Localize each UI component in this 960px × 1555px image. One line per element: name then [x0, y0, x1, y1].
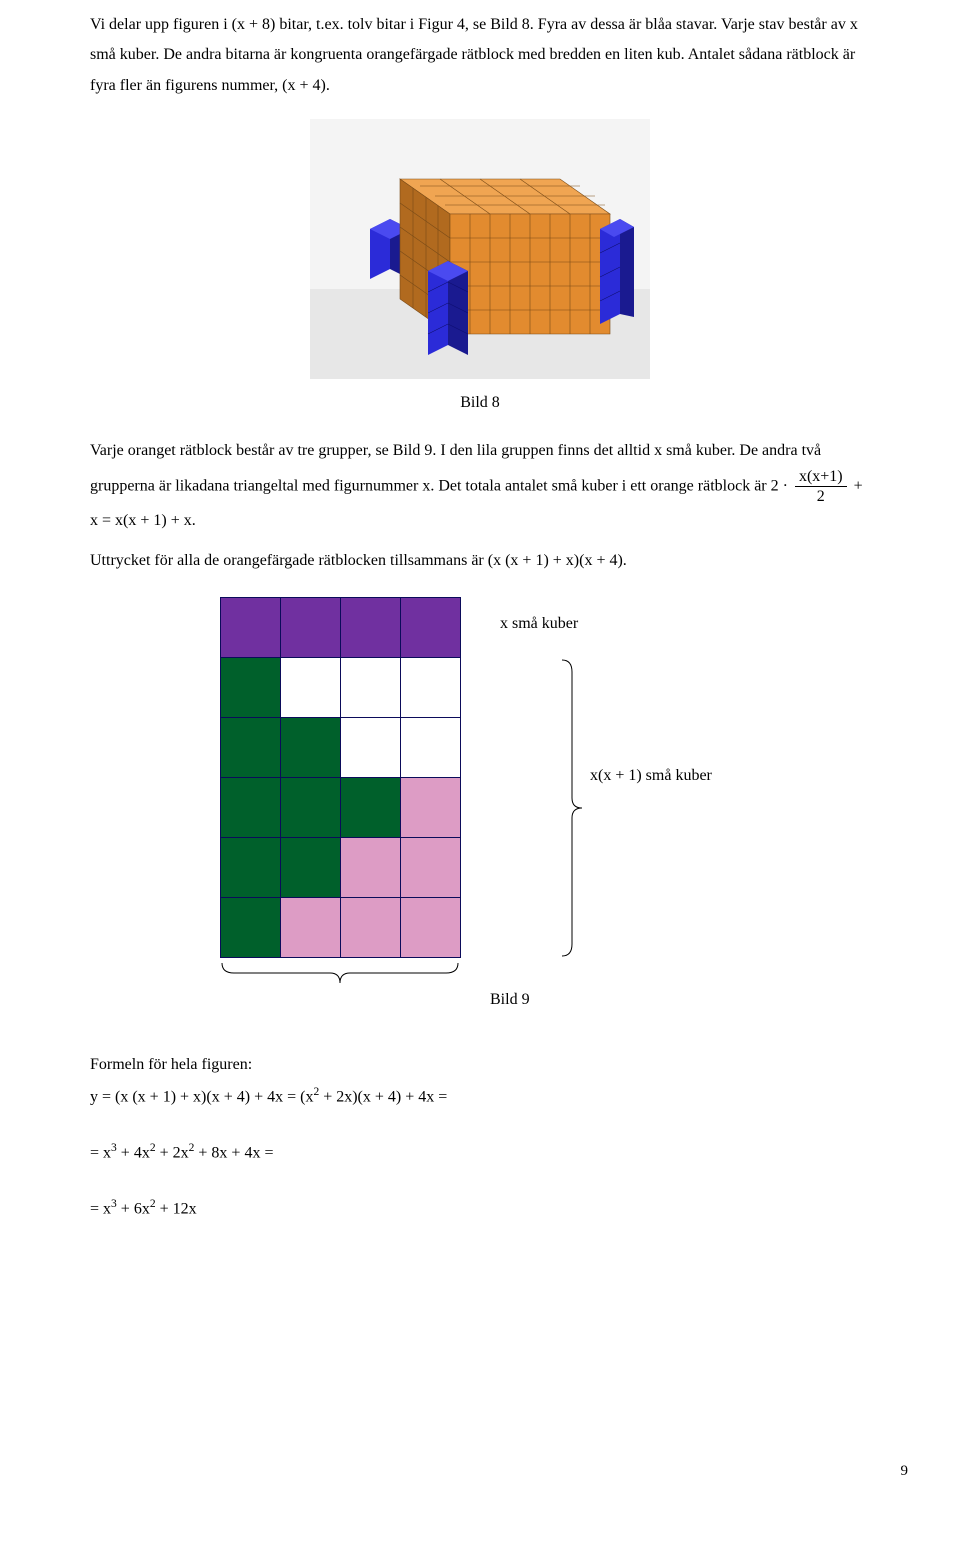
grid-cell — [281, 837, 341, 897]
bild9-region: x små kuber x(x + 1) små kuber Bild 9 — [90, 597, 870, 1037]
formula-line3: = x3 + 6x2 + 12x — [90, 1193, 870, 1225]
intro-paragraph: Vi delar upp figuren i (x + 8) bitar, t.… — [90, 10, 870, 101]
grid-cell — [341, 597, 401, 657]
grid-cell — [341, 837, 401, 897]
grid-cell — [221, 657, 281, 717]
grid-cell — [401, 717, 461, 777]
grid-table — [220, 597, 461, 958]
bracket-vertical — [560, 658, 590, 958]
explain-paragraph: Varje oranget rätblock består av tre gru… — [90, 436, 870, 536]
grid-cell — [341, 717, 401, 777]
grid-cell — [221, 597, 281, 657]
formula-block: Formeln för hela figuren: y = (x (x + 1)… — [90, 1049, 870, 1226]
fraction: x(x+1) 2 — [795, 467, 847, 506]
grid-cell — [281, 597, 341, 657]
grid-cell — [401, 657, 461, 717]
grid-cell — [221, 777, 281, 837]
label-xx1-sma-kuber: x(x + 1) små kuber — [590, 767, 712, 785]
grid-cell — [401, 897, 461, 957]
p2-before: Varje oranget rätblock består av tre gru… — [90, 442, 821, 494]
bild8-caption: Bild 8 — [90, 394, 870, 412]
expression-paragraph: Uttrycket för alla de orangefärgade rätb… — [90, 546, 870, 576]
grid-cell — [281, 717, 341, 777]
grid-cell — [281, 777, 341, 837]
grid-cell — [221, 837, 281, 897]
frac-num: x(x+1) — [795, 467, 847, 487]
bild9-caption: Bild 9 — [490, 991, 530, 1009]
grid-cell — [221, 717, 281, 777]
grid-cell — [341, 777, 401, 837]
formula-line2: = x3 + 4x2 + 2x2 + 8x + 4x = — [90, 1137, 870, 1169]
cube-3d-svg — [310, 119, 650, 379]
grid-cell — [221, 897, 281, 957]
grid-cell — [281, 897, 341, 957]
page-number: 9 — [901, 1463, 909, 1480]
grid-cell — [341, 657, 401, 717]
bild8-image — [90, 119, 870, 384]
formula-intro: Formeln för hela figuren: — [90, 1049, 870, 1081]
formula-line1: y = (x (x + 1) + x)(x + 4) + 4x = (x2 + … — [90, 1081, 870, 1113]
frac-den: 2 — [795, 487, 847, 506]
grid-cell — [281, 657, 341, 717]
grid-cell — [341, 897, 401, 957]
label-x-sma-kuber: x små kuber — [500, 615, 578, 633]
grid-cell — [401, 597, 461, 657]
bracket-horizontal — [220, 961, 460, 985]
grid-cell — [401, 777, 461, 837]
grid-cell — [401, 837, 461, 897]
